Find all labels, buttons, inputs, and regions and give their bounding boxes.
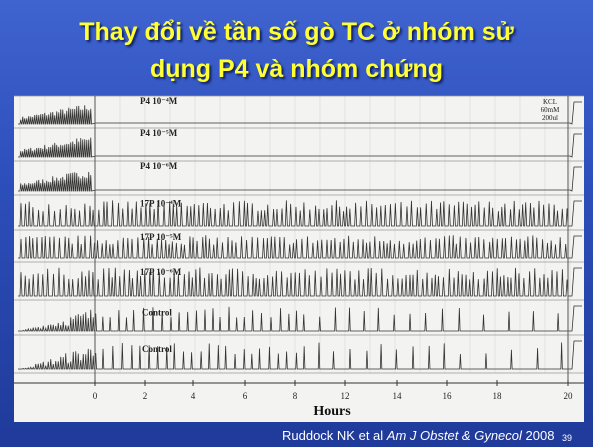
- slide: Thay đổi về tần số gò TC ở nhóm sử dụng …: [0, 0, 593, 447]
- trace-label: 17P 10⁻⁵M: [140, 232, 182, 242]
- trace-label: 17P 10⁻⁴M: [140, 199, 182, 209]
- axis-tick-label: 6: [243, 391, 248, 401]
- kcl-note: KCL: [543, 98, 557, 106]
- axis-tick-label: 12: [341, 391, 350, 401]
- citation-year: 2008: [526, 428, 555, 443]
- trace-label: Control: [142, 344, 172, 354]
- trace-label: Control: [142, 308, 172, 318]
- trace-label: P4 10⁻⁶M: [140, 161, 178, 171]
- axis-tick-label: 0: [93, 391, 98, 401]
- figure: P4 10⁻⁴M P4 10⁻⁵M P4 10⁻⁶M 17P 10⁻⁴M 17P 10⁻…: [0, 0, 593, 447]
- citation-authors: Ruddock NK et al: [282, 428, 383, 443]
- citation: Ruddock NK et al Am J Obstet & Gynecol 2…: [282, 428, 554, 443]
- trace-label: P4 10⁻⁵M: [140, 128, 178, 138]
- axis-tick-label: 18: [493, 391, 503, 401]
- axis-tick-label: 14: [393, 391, 403, 401]
- axis-tick-label: 8: [293, 391, 298, 401]
- axis-tick-label: 16: [443, 391, 453, 401]
- trace-label: P4 10⁻⁴M: [140, 96, 178, 106]
- page-number: 39: [562, 433, 572, 443]
- axis-tick-label: 20: [564, 391, 574, 401]
- axis-label: Hours: [313, 404, 351, 419]
- kcl-note: 200ul: [542, 114, 558, 122]
- axis-tick-label: 4: [191, 391, 196, 401]
- axis-tick-label: 2: [143, 391, 148, 401]
- trace-label: 17P 10⁻⁶M: [140, 267, 182, 277]
- kcl-note: 60mM: [541, 106, 560, 114]
- citation-journal: Am J Obstet & Gynecol: [387, 428, 522, 443]
